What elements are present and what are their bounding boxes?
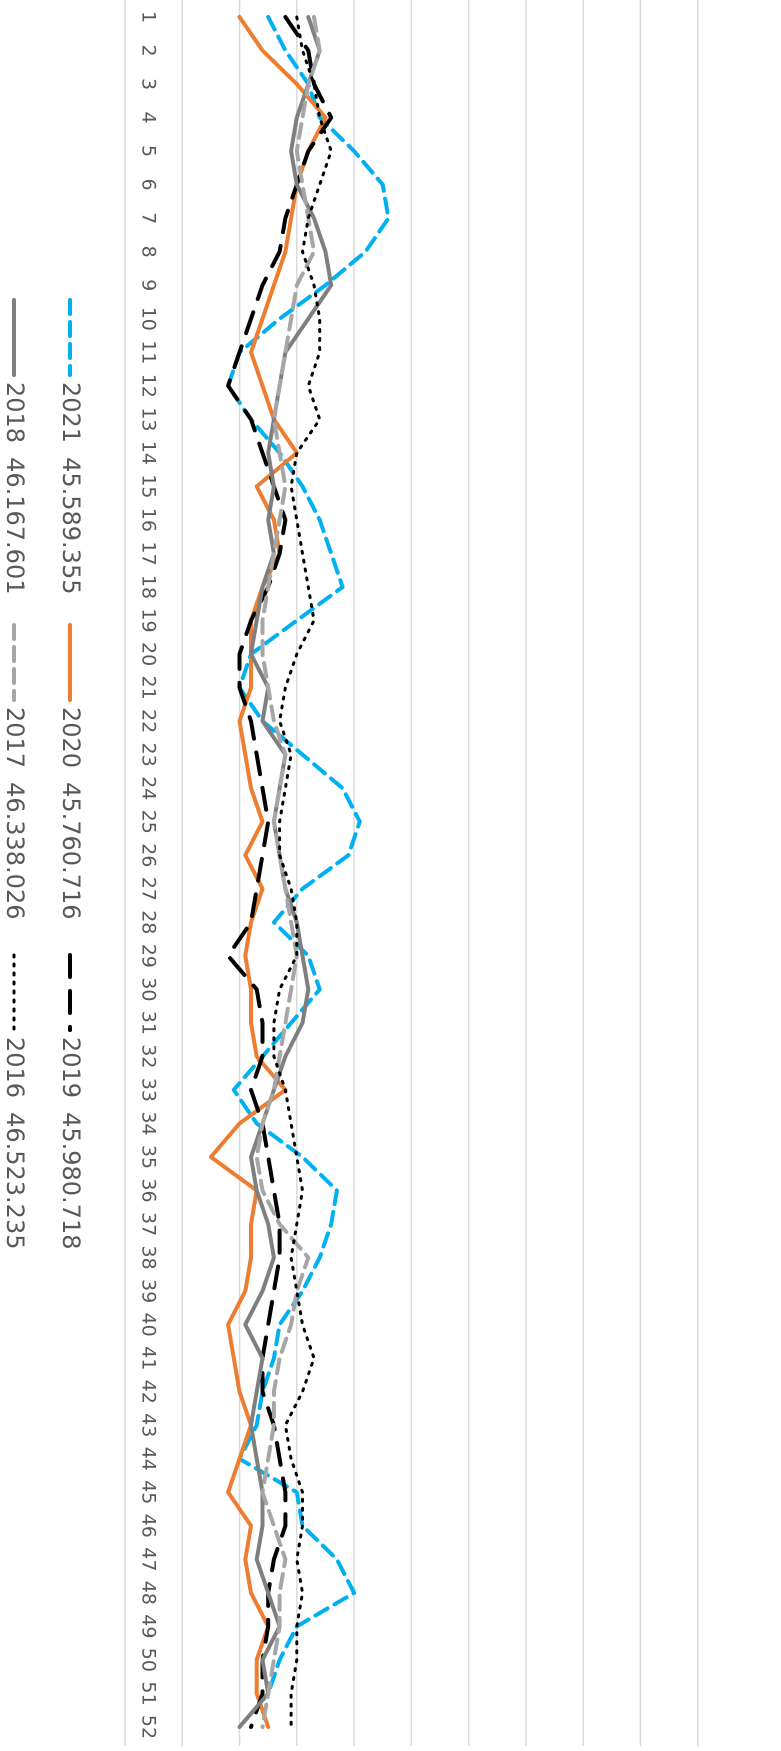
legend-entry-2018: 201846.167.601 [1,298,29,595]
x-tick-label: 42 [138,1380,160,1404]
x-tick-label: 32 [138,1044,160,1068]
x-tick-label: 4 [138,112,160,124]
x-tick-label: 48 [138,1581,160,1605]
x-tick-label: 35 [138,1145,160,1169]
x-tick-label: 12 [138,374,160,398]
x-tick-label: 34 [138,1111,160,1135]
x-tick-label: 25 [138,810,160,834]
x-tick-label: 27 [138,877,160,901]
x-tick-label: 28 [138,910,160,934]
x-tick-label: 20 [138,642,160,666]
x-tick-label: 49 [138,1614,160,1638]
legend-label: 202045.760.716 [57,707,85,920]
x-tick-label: 47 [138,1547,160,1571]
x-tick-label: 30 [138,977,160,1001]
x-tick-label: 17 [138,541,160,565]
x-tick-label: 3 [138,78,160,90]
series-lines [208,15,391,1729]
series-line-2016 [272,15,333,1729]
x-tick-label: 11 [138,340,160,364]
legend-entry-2017: 201746.338.026 [1,623,29,920]
series-line-2019 [226,15,334,1729]
legend-entry-2016: 201646.523.235 [1,953,29,1250]
x-tick-label: 24 [138,776,160,800]
x-tick-label: 51 [138,1681,160,1705]
series-line-2017 [254,15,322,1729]
x-tick-label: 44 [138,1447,160,1471]
x-tick-label: 22 [138,709,160,733]
x-tick-label: 50 [138,1648,160,1672]
legend-entry-2021: 202145.589.355 [57,298,85,595]
x-tick-label: 38 [138,1246,160,1270]
x-tick-label: 15 [138,474,160,498]
legend-label: 202145.589.355 [57,382,85,595]
x-tick-label: 37 [138,1212,160,1236]
x-tick-label: 6 [138,179,160,191]
gridlines [124,0,699,1746]
legend: 202145.589.355 202045.760.716 201945.980.7… [1,298,85,1250]
x-tick-label: 46 [138,1514,160,1538]
x-axis-tick-labels: 1234567891011121314151617181920212223242… [138,11,160,1739]
x-tick-label: 10 [138,307,160,331]
x-tick-label: 41 [138,1346,160,1370]
series-line-2021 [226,15,391,1729]
x-tick-label: 29 [138,944,160,968]
legend-label: 201646.523.235 [1,1037,29,1250]
x-tick-label: 43 [138,1413,160,1437]
x-tick-label: 1 [138,11,160,23]
x-tick-label: 5 [138,145,160,157]
x-tick-label: 23 [138,743,160,767]
x-tick-label: 31 [138,1011,160,1035]
x-tick-label: 45 [138,1480,160,1504]
x-tick-label: 52 [138,1715,160,1739]
series-line-2020 [208,15,328,1729]
legend-entry-2020: 202045.760.716 [57,623,85,920]
legend-entry-2019: 201945.980.718 [57,953,85,1250]
x-tick-label: 14 [138,441,160,465]
x-tick-label: 8 [138,246,160,258]
x-tick-label: 18 [138,575,160,599]
x-tick-label: 40 [138,1313,160,1337]
x-tick-label: 39 [138,1279,160,1303]
legend-label: 201746.338.026 [1,707,29,920]
x-tick-label: 19 [138,608,160,632]
legend-label: 201945.980.718 [57,1037,85,1250]
x-tick-label: 36 [138,1178,160,1202]
x-tick-label: 26 [138,843,160,867]
x-tick-label: 33 [138,1078,160,1102]
x-tick-label: 13 [138,407,160,431]
legend-label: 201846.167.601 [1,382,29,595]
x-tick-label: 16 [138,508,160,532]
x-tick-label: 7 [138,212,160,224]
x-tick-label: 21 [138,676,160,700]
x-tick-label: 9 [138,279,160,291]
x-tick-label: 2 [138,44,160,56]
